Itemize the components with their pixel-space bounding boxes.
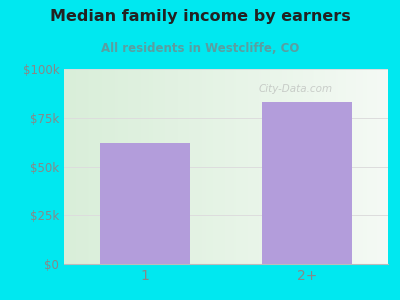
Bar xyxy=(100,143,190,264)
Text: All residents in Westcliffe, CO: All residents in Westcliffe, CO xyxy=(101,42,299,55)
Bar xyxy=(262,102,352,264)
Text: Median family income by earners: Median family income by earners xyxy=(50,9,350,24)
Text: City-Data.com: City-Data.com xyxy=(258,83,332,94)
